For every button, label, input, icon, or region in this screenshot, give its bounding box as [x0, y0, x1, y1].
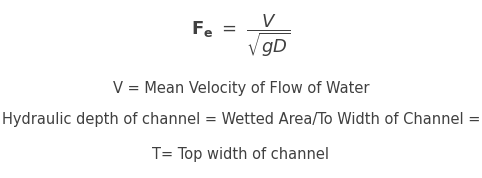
Text: T= Top width of channel: T= Top width of channel	[152, 147, 330, 162]
Text: $\mathbf{F_e}\ =\ \dfrac{\mathit{V}}{\sqrt{\mathit{gD}}}$: $\mathbf{F_e}\ =\ \dfrac{\mathit{V}}{\sq…	[191, 12, 291, 59]
Text: V = Mean Velocity of Flow of Water: V = Mean Velocity of Flow of Water	[113, 82, 369, 96]
Text: D= Hydraulic depth of channel = Wetted Area/To Width of Channel = A/T: D= Hydraulic depth of channel = Wetted A…	[0, 112, 482, 127]
